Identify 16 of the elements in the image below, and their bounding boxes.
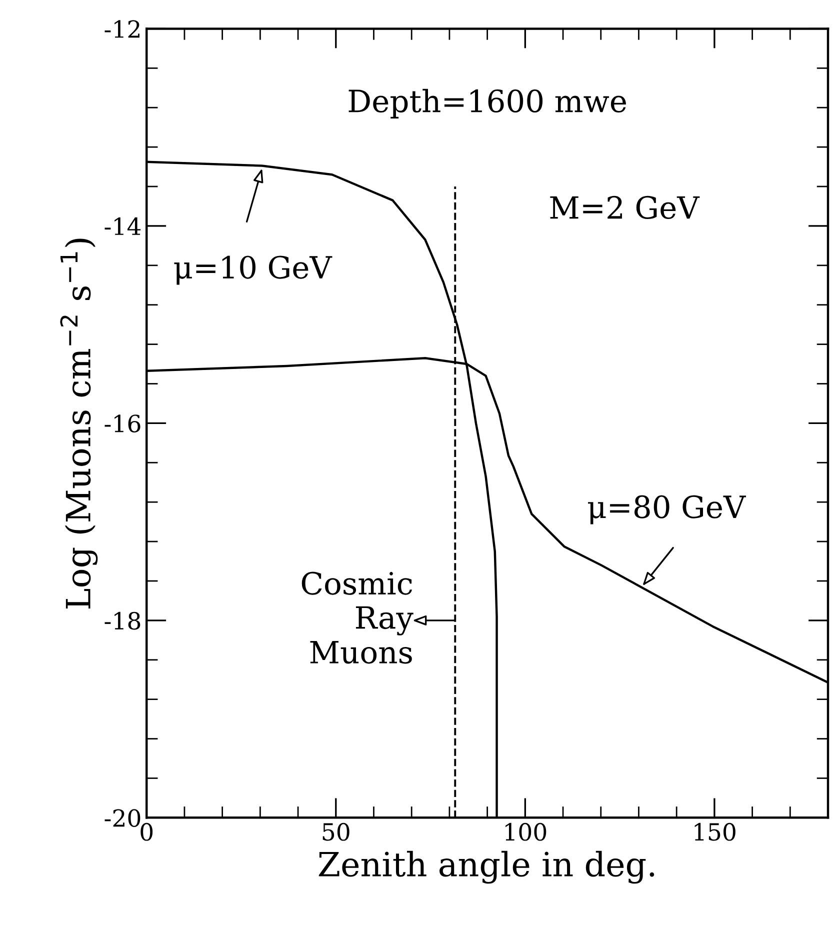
y-tick-label: -16 [104, 414, 140, 432]
x-tick-label: 150 [694, 822, 736, 841]
x-tick-label: 100 [506, 822, 546, 841]
x-axis-title: Zenith angle in deg. [318, 850, 654, 884]
annotation: Cosmic Ray Muons [302, 572, 414, 664]
y-tick-label: -18 [104, 612, 140, 630]
y-tick-label: -14 [104, 217, 141, 235]
y-tick-label: -12 [104, 20, 140, 38]
annotation: μ=80 GeV [588, 495, 746, 524]
y-axis-title: Log (Muons cm$^{−2}$ s$^{−1}$) [60, 238, 98, 609]
annotation: M=2 GeV [550, 196, 700, 220]
annotation: Depth=1600 mwe [348, 88, 626, 118]
x-tick-label: 50 [322, 822, 350, 841]
x-tick-label: 0 [140, 822, 153, 841]
annotation: μ=10 GeV [174, 256, 332, 285]
y-tick-label: -20 [104, 809, 140, 827]
